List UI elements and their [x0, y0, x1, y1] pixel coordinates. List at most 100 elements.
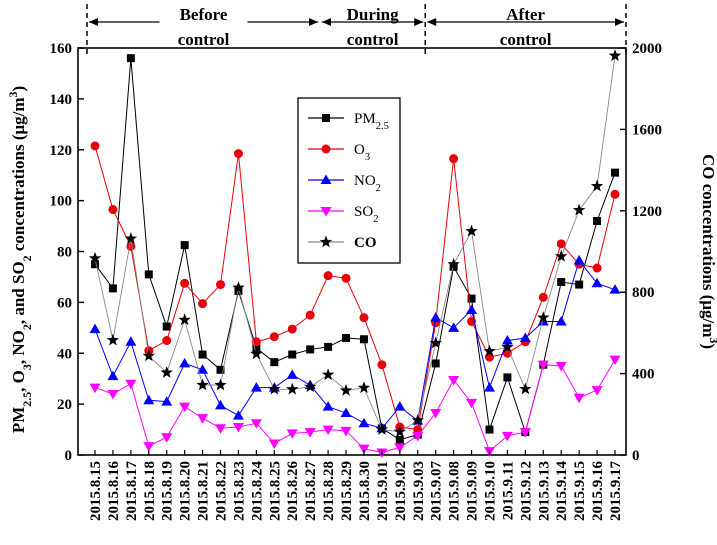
series-2-point-26	[555, 315, 567, 326]
right-tick-label-1: 400	[632, 367, 655, 383]
series-4-point-26	[555, 249, 568, 262]
series-3-point-3	[143, 442, 155, 452]
x-tick-label-2: 2015.8.17	[124, 461, 140, 522]
series-3-point-17	[394, 443, 406, 453]
left-tick-label-6: 120	[50, 143, 73, 159]
series-4-point-29	[608, 49, 622, 61]
legend-marker-4	[319, 235, 333, 248]
series-2-point-7	[215, 399, 227, 410]
series-2-point-22	[483, 382, 495, 392]
series-4-point-24	[519, 382, 532, 395]
series-4-point-15	[357, 381, 371, 394]
series-1-point-4	[162, 336, 172, 346]
series-4-point-11	[286, 382, 299, 395]
series-0-point-7	[216, 365, 225, 374]
series-2-point-2	[125, 336, 137, 346]
series-2-point-25	[537, 315, 549, 326]
series-2-point-29	[609, 284, 621, 294]
series-1-point-13	[323, 271, 333, 281]
period-label-0-line-0: Before	[180, 5, 228, 24]
x-tick-label-9: 2015.8.24	[249, 461, 265, 522]
series-4	[88, 49, 622, 438]
series-3-point-27	[573, 393, 585, 404]
series-3-point-10	[268, 439, 280, 450]
series-3-point-18	[412, 431, 424, 442]
series-2-point-5	[179, 357, 191, 368]
right-tick-label-3: 1200	[632, 204, 662, 220]
x-tick-label-3: 2015.8.18	[142, 461, 158, 521]
series-0-point-4	[162, 322, 171, 331]
series-3-point-0	[89, 383, 101, 394]
series-0-point-1	[108, 284, 117, 293]
series-1-point-28	[592, 263, 602, 273]
series-2-line	[94, 259, 616, 429]
x-tick-label-28: 2015.9.16	[590, 461, 606, 522]
series-3-point-19	[430, 409, 442, 419]
series-3-point-15	[358, 444, 370, 455]
series-3-point-11	[286, 429, 298, 439]
axes-group: 0204060801001201401600400800120016002000…	[6, 41, 717, 521]
series-3-point-8	[232, 423, 244, 433]
series-4-point-14	[339, 383, 353, 396]
left-tick-label-8: 160	[50, 41, 73, 57]
x-tick-label-17: 2015.9.02	[393, 461, 409, 521]
period-label-2-line-0: After	[506, 5, 545, 24]
series-0-point-27	[575, 280, 584, 289]
series-4-point-3	[142, 349, 155, 362]
x-tick-label-6: 2015.8.21	[196, 461, 212, 521]
x-tick-label-18: 2015.9.03	[411, 461, 427, 521]
series-4-point-4	[160, 366, 173, 378]
series-0-point-0	[91, 260, 99, 269]
x-tick-label-8: 2015.8.23	[231, 461, 247, 521]
left-tick-label-2: 40	[57, 346, 72, 362]
x-tick-label-5: 2015.8.20	[178, 461, 194, 521]
x-tick-label-29: 2015.9.17	[608, 461, 624, 522]
series-3-point-14	[340, 426, 352, 437]
x-tick-label-10: 2015.8.25	[267, 461, 283, 521]
series-2-point-24	[519, 332, 531, 342]
series-2-point-15	[358, 417, 370, 428]
x-tick-label-21: 2015.9.09	[465, 461, 481, 521]
series-3-point-28	[591, 386, 603, 396]
series-4-point-18	[411, 413, 424, 426]
series-0-point-26	[557, 278, 566, 287]
legend-marker-1	[321, 144, 331, 154]
series-3-point-5	[179, 402, 191, 413]
x-tick-label-25: 2015.9.13	[536, 461, 552, 521]
series-2-point-9	[250, 382, 262, 392]
series-3	[89, 355, 621, 458]
series-0-point-5	[180, 241, 189, 250]
series-3-point-4	[161, 433, 173, 443]
series-2-point-8	[232, 410, 244, 420]
x-tick-label-12: 2015.8.27	[303, 461, 319, 522]
series-4-point-12	[303, 380, 317, 393]
series-4-point-10	[268, 382, 281, 395]
period-label-background-0	[159, 12, 248, 32]
series-3-point-2	[125, 379, 137, 390]
x-tick-label-26: 2015.9.14	[554, 461, 570, 522]
series-1-point-18	[413, 425, 423, 435]
series-1-point-11	[287, 324, 297, 334]
x-tick-label-7: 2015.8.22	[214, 461, 230, 521]
series-1-point-26	[556, 239, 566, 249]
series-2-point-4	[161, 396, 173, 406]
right-tick-label-0: 0	[632, 448, 640, 464]
right-tick-label-2: 800	[632, 285, 655, 301]
series-4-point-6	[196, 378, 209, 391]
series-3-point-20	[448, 375, 460, 386]
series-2-point-27	[573, 254, 585, 265]
series-2-point-19	[430, 312, 442, 322]
series-3-point-25	[537, 360, 549, 371]
x-tick-label-15: 2015.8.30	[357, 461, 373, 521]
series-2-point-1	[107, 370, 119, 381]
series-1-point-0	[90, 141, 100, 151]
series-4-point-13	[321, 368, 335, 381]
series-4-point-7	[214, 378, 227, 391]
series-0-point-22	[485, 425, 494, 434]
series-2-point-23	[501, 335, 513, 345]
right-axis-title: CO concentrations (μg/m3)	[699, 154, 717, 349]
series-1-point-2	[126, 241, 136, 251]
x-tick-label-20: 2015.9.08	[447, 461, 463, 521]
series-0-point-15	[359, 335, 368, 344]
